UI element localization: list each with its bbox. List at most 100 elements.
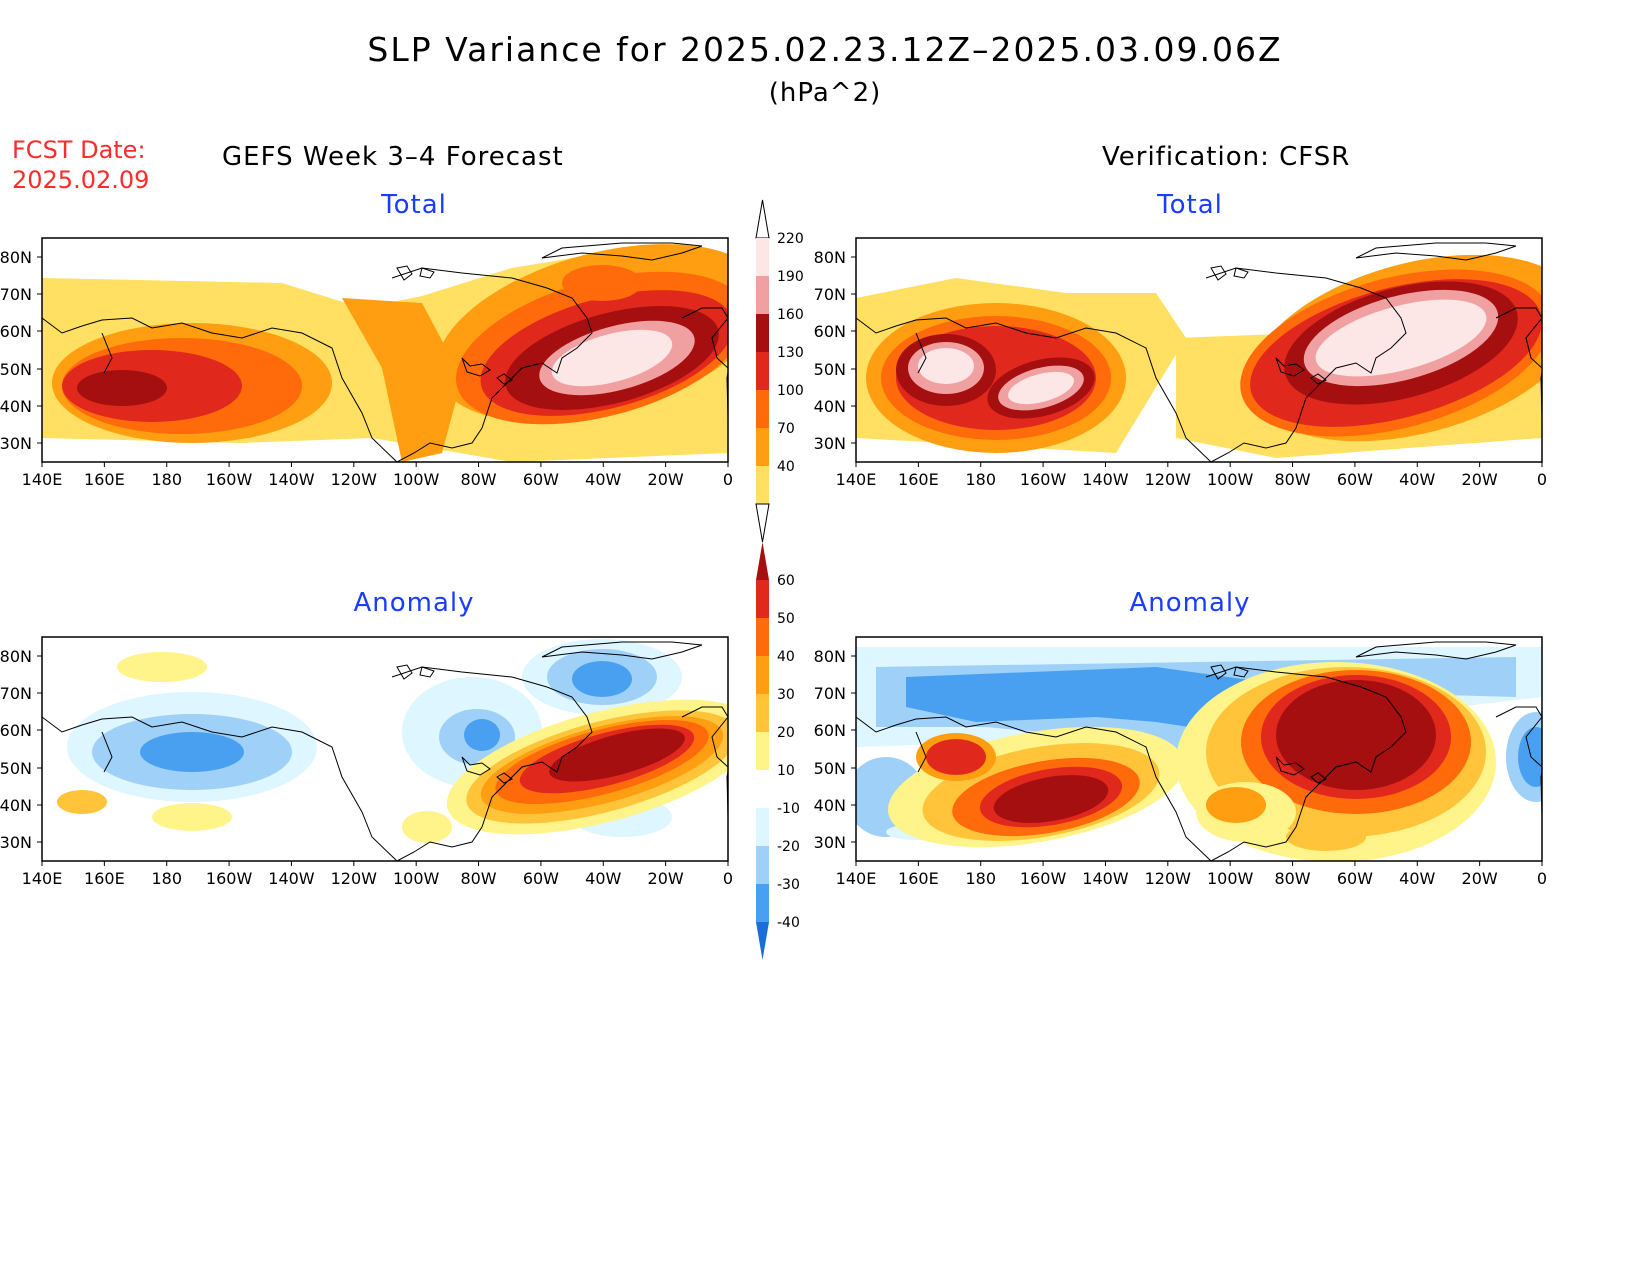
- lon-label: 100W: [393, 869, 440, 888]
- lon-label: 40W: [585, 869, 621, 888]
- lon-label: 140W: [268, 470, 315, 489]
- colorbar-top-arrow: [755, 199, 770, 239]
- map-frame: [41, 636, 729, 862]
- map-panel-bl: 80N 70N 60N 50N 40N 30N 140E 160E 180 160W 140W 120…: [0, 636, 733, 888]
- lat-label: 50N: [814, 759, 846, 778]
- lon-label: 140E: [836, 470, 877, 489]
- colorbar-label: 40: [777, 649, 795, 665]
- colorbar-top-arrow: [756, 542, 769, 580]
- map-panel-tr: 80N 70N 60N 50N 40N 30N 140E 160E 180 160W 140W 120…: [814, 237, 1547, 489]
- lon-label: 0: [1537, 470, 1547, 489]
- page-title: SLP Variance for 2025.02.23.12Z–2025.03.…: [367, 30, 1283, 69]
- colorbar-label: 20: [777, 725, 795, 741]
- lon-label: 0: [1537, 869, 1547, 888]
- colorbar-swatch: [756, 466, 769, 504]
- lat-label: 30N: [814, 434, 846, 453]
- colorbar-swatch: [756, 314, 769, 352]
- colorbar-swatch: [756, 808, 769, 846]
- colorbar-label: 60: [777, 573, 795, 589]
- lat-label: 60N: [0, 721, 32, 740]
- lat-label: 80N: [814, 248, 846, 267]
- lon-label: 180: [151, 470, 182, 489]
- lon-label: 180: [965, 869, 996, 888]
- total-colorbar: 220 190 160 130 100 70 40: [755, 199, 804, 543]
- lon-label: 120W: [1145, 470, 1192, 489]
- anomaly-colorbar: 60 50 40 30 20 10 -10 -20 -30 -40: [756, 542, 800, 960]
- lat-label: 60N: [814, 721, 846, 740]
- verification-column-header: Verification: CFSR: [1102, 142, 1351, 172]
- colorbar-label: 50: [777, 611, 795, 627]
- lat-label: 30N: [0, 833, 32, 852]
- panel-title-forecast-anomaly: Anomaly: [353, 588, 475, 618]
- shaded-field: [856, 637, 1542, 861]
- lon-label: 160W: [1020, 470, 1067, 489]
- lat-label: 60N: [814, 322, 846, 341]
- lon-label: 160E: [898, 470, 939, 489]
- lon-label: 80W: [1274, 869, 1310, 888]
- panel-title-verification-anomaly: Anomaly: [1129, 588, 1251, 618]
- lon-label: 0: [723, 869, 733, 888]
- coastlines: [42, 641, 728, 861]
- colorbar-label: 130: [777, 345, 804, 361]
- coastlines: [856, 641, 1542, 861]
- panel-title-forecast-total: Total: [381, 190, 447, 220]
- lat-label: 30N: [814, 833, 846, 852]
- lon-label: 80W: [460, 470, 496, 489]
- shaded-field: [856, 238, 1542, 462]
- lat-label: 80N: [814, 647, 846, 666]
- lat-label: 30N: [0, 434, 32, 453]
- lon-label: 140E: [836, 869, 877, 888]
- lon-label: 100W: [1207, 470, 1254, 489]
- lat-label: 40N: [0, 397, 32, 416]
- colorbar-label: 30: [777, 687, 795, 703]
- lon-label: 160E: [84, 869, 125, 888]
- colorbar-swatch: [756, 390, 769, 428]
- colorbar-label: 160: [777, 307, 804, 323]
- map-frame: [855, 237, 1543, 463]
- lon-label: 160W: [1020, 869, 1067, 888]
- lat-label: 50N: [0, 360, 32, 379]
- lat-label: 70N: [0, 285, 32, 304]
- colorbar-swatch: [756, 428, 769, 466]
- lon-label: 140E: [22, 869, 63, 888]
- lon-label: 60W: [1337, 869, 1373, 888]
- colorbar-label: 10: [777, 763, 795, 779]
- lat-label: 40N: [814, 796, 846, 815]
- lon-label: 180: [151, 869, 182, 888]
- lon-label: 140W: [1082, 869, 1129, 888]
- lon-label: 100W: [393, 470, 440, 489]
- lat-label: 70N: [0, 684, 32, 703]
- lat-label: 40N: [0, 796, 32, 815]
- map-panel-br: 80N 70N 60N 50N 40N 30N 140E 160E 180 160W 140W 120…: [814, 636, 1547, 888]
- lat-label: 50N: [814, 360, 846, 379]
- colorbar-swatch: [756, 276, 769, 314]
- fcst-date-label: FCST Date:: [12, 136, 146, 164]
- lon-label: 140W: [1082, 470, 1129, 489]
- map-frame: [855, 636, 1543, 862]
- colorbar-swatch: [756, 352, 769, 390]
- shaded-field: [42, 637, 728, 861]
- lon-label: 60W: [1337, 470, 1373, 489]
- lon-label: 20W: [648, 470, 684, 489]
- lon-label: 180: [965, 470, 996, 489]
- lon-label: 40W: [1399, 869, 1435, 888]
- forecast-column-header: GEFS Week 3–4 Forecast: [222, 142, 564, 172]
- lat-label: 80N: [0, 248, 32, 267]
- colorbar-swatch: [756, 770, 769, 808]
- lon-label: 60W: [523, 869, 559, 888]
- lat-label: 60N: [0, 322, 32, 341]
- lon-label: 120W: [331, 869, 378, 888]
- lon-label: 80W: [1274, 470, 1310, 489]
- lon-label: 120W: [331, 470, 378, 489]
- colorbar-label: 100: [777, 383, 804, 399]
- colorbar-swatch: [756, 580, 769, 618]
- lon-label: 20W: [1462, 869, 1498, 888]
- colorbar-swatch: [756, 884, 769, 922]
- lat-label: 40N: [814, 397, 846, 416]
- colorbar-swatch: [756, 618, 769, 656]
- colorbar-label: 40: [777, 459, 795, 475]
- colorbar-swatch: [756, 846, 769, 884]
- colorbar-label: -30: [777, 877, 800, 893]
- panel-title-verification-total: Total: [1157, 190, 1223, 220]
